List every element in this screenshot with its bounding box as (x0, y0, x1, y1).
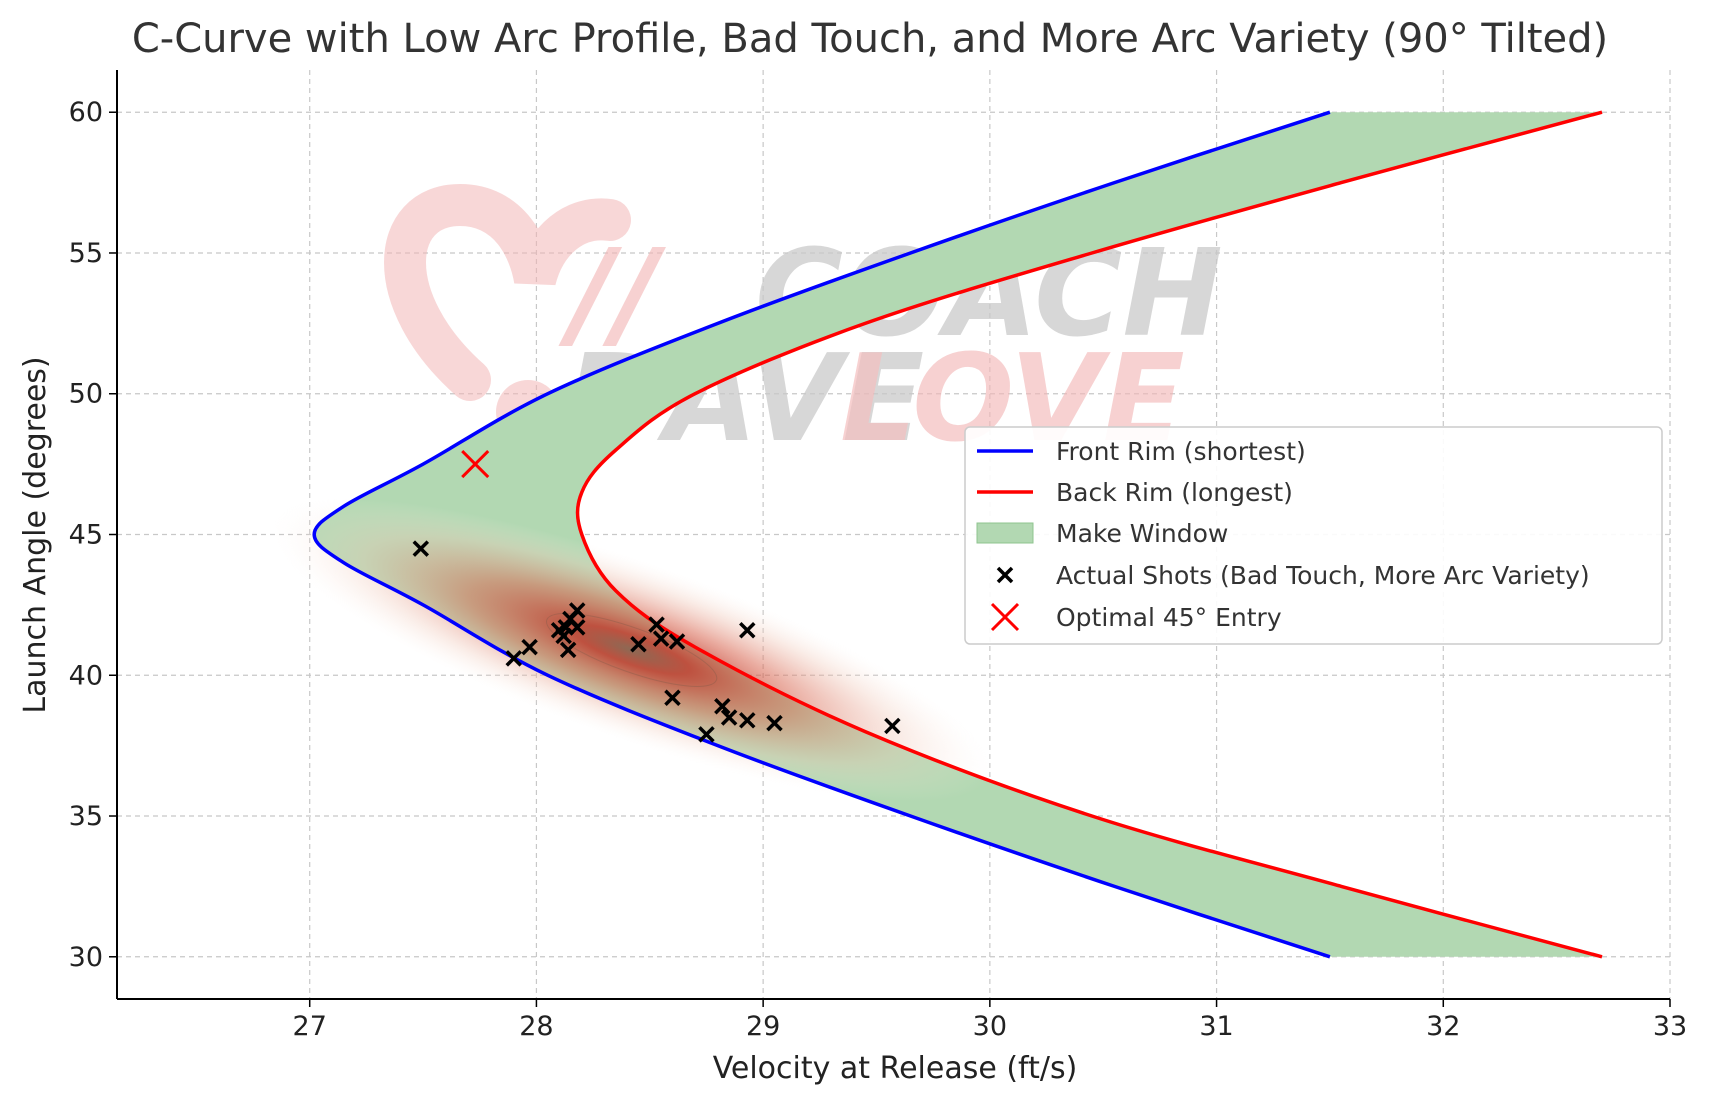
shot-point (668, 633, 686, 650)
shot-point (720, 709, 738, 726)
shot-point (698, 726, 715, 743)
shot-point (521, 638, 538, 656)
x-ticks: 27 28 29 30 31 32 33 (293, 999, 1687, 1042)
legend-optimal-marker (990, 602, 1020, 632)
watermark-line1-left: // (558, 225, 667, 364)
shot-density-core (546, 612, 718, 687)
shot-point (505, 650, 522, 667)
y-axis-label: Launch Angle (degrees) (18, 356, 53, 713)
y-tick-label: 50 (69, 379, 103, 410)
x-tick-label: 30 (973, 1011, 1007, 1042)
shot-point (664, 689, 681, 707)
shot-point (739, 621, 756, 639)
y-tick-label: 35 (69, 801, 103, 832)
shot-point (739, 712, 756, 729)
legend-optimal-label: Optimal 45° Entry (1056, 603, 1282, 632)
legend: Front Rim (shortest) Back Rim (longest) … (964, 426, 1663, 645)
shot-point (568, 619, 586, 636)
x-tick-label: 29 (746, 1011, 780, 1042)
x-axis-label: Velocity at Release (ft/s) (713, 1051, 1078, 1086)
shot-point (412, 540, 430, 557)
legend-make-window-swatch (976, 522, 1034, 544)
x-tick-label: 31 (1199, 1011, 1233, 1042)
y-ticks: 30 35 40 45 50 55 60 (69, 97, 117, 973)
optimal-entry-marker (461, 450, 490, 479)
watermark-heart-icon (384, 183, 631, 401)
x-tick-label: 32 (1426, 1011, 1460, 1042)
x-tick-label: 27 (293, 1011, 327, 1042)
legend-make-window-label: Make Window (1056, 519, 1228, 548)
front-rim-line (312, 110, 1331, 959)
y-tick-label: 55 (69, 238, 103, 269)
shot-point (648, 616, 665, 633)
y-tick-label: 60 (69, 97, 103, 128)
back-rim-line (575, 110, 1603, 959)
x-tick-label: 33 (1653, 1011, 1687, 1042)
shot-point (630, 636, 647, 653)
shot-point (568, 602, 586, 619)
y-tick-label: 30 (69, 942, 103, 973)
legend-box (964, 426, 1663, 645)
shot-point (766, 714, 783, 732)
shot-point (884, 717, 901, 735)
optimal-entry-layer (461, 450, 490, 479)
legend-shots-label: Actual Shots (Bad Touch, More Arc Variet… (1056, 561, 1590, 590)
actual-shots (412, 540, 901, 743)
y-tick-label: 40 (69, 660, 103, 691)
shot-point (559, 641, 577, 659)
chart-title: C-Curve with Low Arc Profile, Bad Touch,… (132, 16, 1608, 62)
y-tick-label: 45 (69, 520, 103, 551)
shot-point (652, 630, 670, 647)
x-tick-label: 28 (519, 1011, 553, 1042)
legend-back-rim-label: Back Rim (longest) (1056, 478, 1293, 507)
legend-front-rim-label: Front Rim (shortest) (1056, 437, 1306, 466)
legend-shots-marker (996, 566, 1014, 584)
shot-point (555, 627, 572, 645)
shot-point (714, 697, 731, 715)
